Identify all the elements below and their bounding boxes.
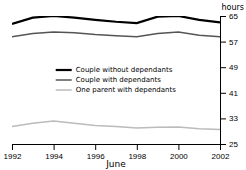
y-tick-label: 57 <box>229 38 238 47</box>
x-tick: 1998 <box>128 144 146 161</box>
x-tick: 1992 <box>4 144 22 161</box>
chart: 1992 1994 1996 1998 2000 2002 25 33 41 49 57 65 Coup… <box>0 0 246 170</box>
legend-label: One parent with dependants <box>76 86 177 94</box>
legend-item: Couple without dependants <box>56 66 173 74</box>
legend-item: Couple with dependants <box>56 76 161 84</box>
x-tick: 2002 <box>212 144 230 161</box>
y-tick: 49 <box>220 63 238 72</box>
y-tick-mark <box>220 93 226 94</box>
x-tick: 1994 <box>45 144 63 161</box>
y-axis-line <box>221 17 227 145</box>
x-tick-mark <box>137 144 138 150</box>
y-tick-label: 25 <box>229 140 238 149</box>
legend-swatch <box>56 89 72 91</box>
x-tick-label: 1998 <box>128 152 146 161</box>
y-tick-mark <box>220 42 226 43</box>
x-tick-label: 1992 <box>4 152 22 161</box>
legend-swatch <box>56 69 72 71</box>
legend-label: Couple without dependants <box>76 66 173 74</box>
y-tick-label: 49 <box>229 63 238 72</box>
y-tick-label: 33 <box>229 114 238 123</box>
y-tick-label: 41 <box>229 89 238 98</box>
x-label: June <box>105 159 126 169</box>
y-tick: 25 <box>220 140 238 149</box>
legend: Couple without dependants Couple with dep… <box>56 66 177 94</box>
x-axis-line <box>13 145 221 151</box>
legend-item: One parent with dependants <box>56 86 177 94</box>
series-line <box>12 16 220 24</box>
series-line <box>12 121 220 130</box>
x-tick: 2000 <box>170 144 188 161</box>
plot: 1992 1994 1996 1998 2000 2002 25 33 41 49 57 65 Coup… <box>4 12 239 161</box>
legend-swatch <box>56 79 72 81</box>
y-tick: 65 <box>220 12 238 21</box>
y-tick-mark <box>220 144 226 145</box>
y-tick: 41 <box>220 89 238 98</box>
x-tick-label: 2000 <box>170 152 188 161</box>
y-tick-mark <box>220 16 226 17</box>
y-axis: 25 33 41 49 57 65 <box>220 12 238 149</box>
x-tick-mark <box>54 144 55 150</box>
x-tick-mark <box>178 144 179 150</box>
x-tick-label: 1994 <box>45 152 63 161</box>
x-tick: 1996 <box>87 144 105 161</box>
x-tick-label: 1996 <box>87 152 105 161</box>
y-tick-mark <box>220 67 226 68</box>
x-tick-mark <box>95 144 96 150</box>
y-label: hours <box>222 3 245 12</box>
legend-label: Couple with dependants <box>76 76 161 84</box>
x-tick-mark <box>12 144 13 150</box>
x-tick-label: 2002 <box>212 152 230 161</box>
series-line <box>12 32 220 37</box>
y-tick: 57 <box>220 38 238 47</box>
y-tick-mark <box>220 118 226 119</box>
y-tick-label: 65 <box>229 12 238 21</box>
y-tick: 33 <box>220 114 238 123</box>
lines <box>12 16 220 130</box>
